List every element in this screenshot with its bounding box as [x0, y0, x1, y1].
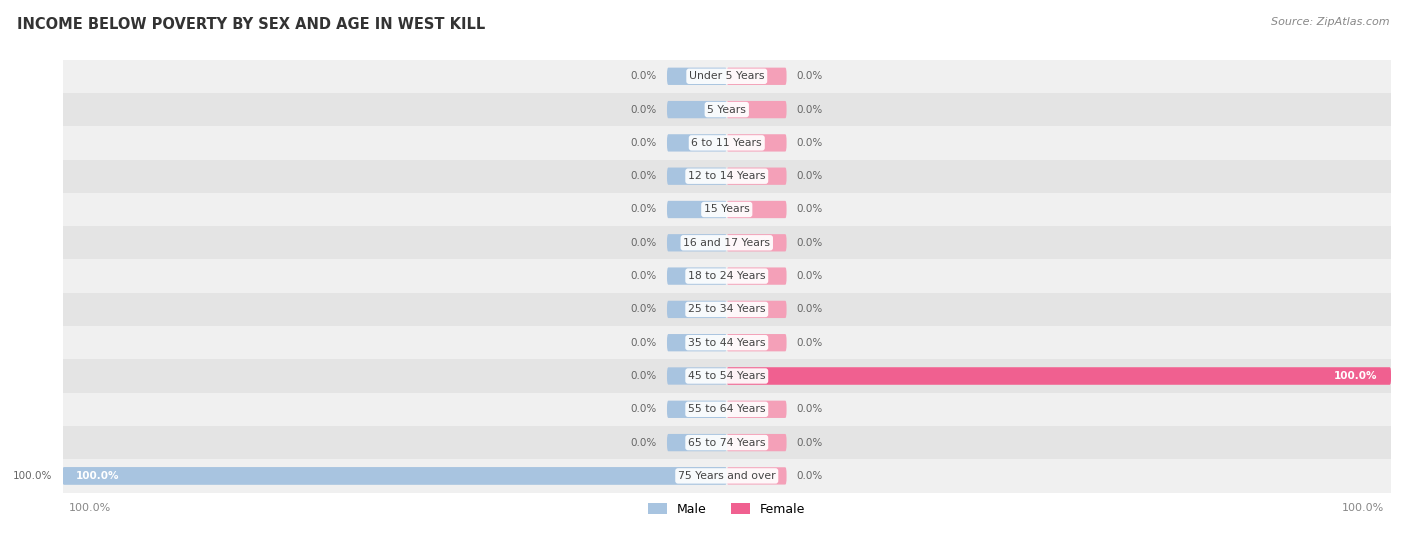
Text: 16 and 17 Years: 16 and 17 Years: [683, 238, 770, 248]
Bar: [62, 93, 1391, 126]
Text: 45 to 54 Years: 45 to 54 Years: [688, 371, 765, 381]
FancyBboxPatch shape: [666, 68, 727, 85]
Bar: [62, 359, 1391, 393]
Text: 100.0%: 100.0%: [1334, 371, 1378, 381]
FancyBboxPatch shape: [727, 267, 786, 285]
Text: 0.0%: 0.0%: [631, 338, 657, 348]
Text: 100.0%: 100.0%: [13, 471, 52, 481]
Text: 0.0%: 0.0%: [631, 71, 657, 81]
Text: 18 to 24 Years: 18 to 24 Years: [688, 271, 765, 281]
Text: 100.0%: 100.0%: [1343, 503, 1385, 513]
FancyBboxPatch shape: [727, 367, 1391, 384]
Text: 65 to 74 Years: 65 to 74 Years: [688, 437, 765, 448]
Text: 0.0%: 0.0%: [797, 204, 823, 214]
Text: 0.0%: 0.0%: [797, 338, 823, 348]
FancyBboxPatch shape: [727, 134, 786, 152]
Legend: Male, Female: Male, Female: [643, 498, 811, 521]
Text: 0.0%: 0.0%: [631, 104, 657, 114]
Bar: [62, 60, 1391, 93]
Text: 0.0%: 0.0%: [797, 405, 823, 414]
Text: 100.0%: 100.0%: [69, 503, 111, 513]
Text: 0.0%: 0.0%: [797, 104, 823, 114]
Text: 0.0%: 0.0%: [631, 305, 657, 314]
Text: 0.0%: 0.0%: [631, 371, 657, 381]
FancyBboxPatch shape: [62, 467, 727, 484]
FancyBboxPatch shape: [727, 101, 786, 118]
Text: 0.0%: 0.0%: [797, 437, 823, 448]
Text: 25 to 34 Years: 25 to 34 Years: [688, 305, 765, 314]
FancyBboxPatch shape: [727, 401, 786, 418]
FancyBboxPatch shape: [727, 68, 786, 85]
Text: 0.0%: 0.0%: [631, 405, 657, 414]
Bar: [62, 226, 1391, 259]
Bar: [62, 193, 1391, 226]
FancyBboxPatch shape: [727, 201, 786, 218]
FancyBboxPatch shape: [666, 101, 727, 118]
Text: 55 to 64 Years: 55 to 64 Years: [688, 405, 765, 414]
Bar: [62, 393, 1391, 426]
Bar: [62, 160, 1391, 193]
Text: Under 5 Years: Under 5 Years: [689, 71, 765, 81]
Bar: [62, 126, 1391, 160]
Text: 0.0%: 0.0%: [797, 171, 823, 181]
Text: 0.0%: 0.0%: [631, 138, 657, 148]
Text: 0.0%: 0.0%: [797, 305, 823, 314]
FancyBboxPatch shape: [727, 301, 786, 318]
Text: 0.0%: 0.0%: [797, 471, 823, 481]
Bar: [62, 426, 1391, 459]
Text: 0.0%: 0.0%: [631, 271, 657, 281]
Text: 0.0%: 0.0%: [797, 138, 823, 148]
Text: 0.0%: 0.0%: [631, 437, 657, 448]
FancyBboxPatch shape: [666, 401, 727, 418]
Text: 0.0%: 0.0%: [797, 71, 823, 81]
Bar: [62, 293, 1391, 326]
Text: INCOME BELOW POVERTY BY SEX AND AGE IN WEST KILL: INCOME BELOW POVERTY BY SEX AND AGE IN W…: [17, 17, 485, 32]
Text: 0.0%: 0.0%: [797, 271, 823, 281]
FancyBboxPatch shape: [62, 467, 727, 484]
Text: 0.0%: 0.0%: [631, 204, 657, 214]
Text: 6 to 11 Years: 6 to 11 Years: [692, 138, 762, 148]
Text: 100.0%: 100.0%: [76, 471, 120, 481]
FancyBboxPatch shape: [666, 301, 727, 318]
Text: Source: ZipAtlas.com: Source: ZipAtlas.com: [1271, 17, 1389, 27]
FancyBboxPatch shape: [666, 434, 727, 451]
FancyBboxPatch shape: [727, 234, 786, 252]
FancyBboxPatch shape: [666, 367, 727, 384]
FancyBboxPatch shape: [666, 334, 727, 352]
Text: 35 to 44 Years: 35 to 44 Years: [688, 338, 765, 348]
Text: 75 Years and over: 75 Years and over: [678, 471, 776, 481]
Text: 0.0%: 0.0%: [631, 171, 657, 181]
Bar: [62, 259, 1391, 293]
FancyBboxPatch shape: [666, 167, 727, 185]
FancyBboxPatch shape: [727, 367, 1391, 384]
FancyBboxPatch shape: [727, 167, 786, 185]
FancyBboxPatch shape: [666, 234, 727, 252]
FancyBboxPatch shape: [666, 134, 727, 152]
FancyBboxPatch shape: [666, 201, 727, 218]
Text: 12 to 14 Years: 12 to 14 Years: [688, 171, 765, 181]
Text: 0.0%: 0.0%: [797, 238, 823, 248]
Text: 0.0%: 0.0%: [631, 238, 657, 248]
FancyBboxPatch shape: [727, 334, 786, 352]
Bar: [62, 459, 1391, 493]
Text: 15 Years: 15 Years: [704, 204, 749, 214]
FancyBboxPatch shape: [727, 467, 786, 484]
Text: 5 Years: 5 Years: [707, 104, 747, 114]
FancyBboxPatch shape: [666, 267, 727, 285]
FancyBboxPatch shape: [727, 434, 786, 451]
Bar: [62, 326, 1391, 359]
